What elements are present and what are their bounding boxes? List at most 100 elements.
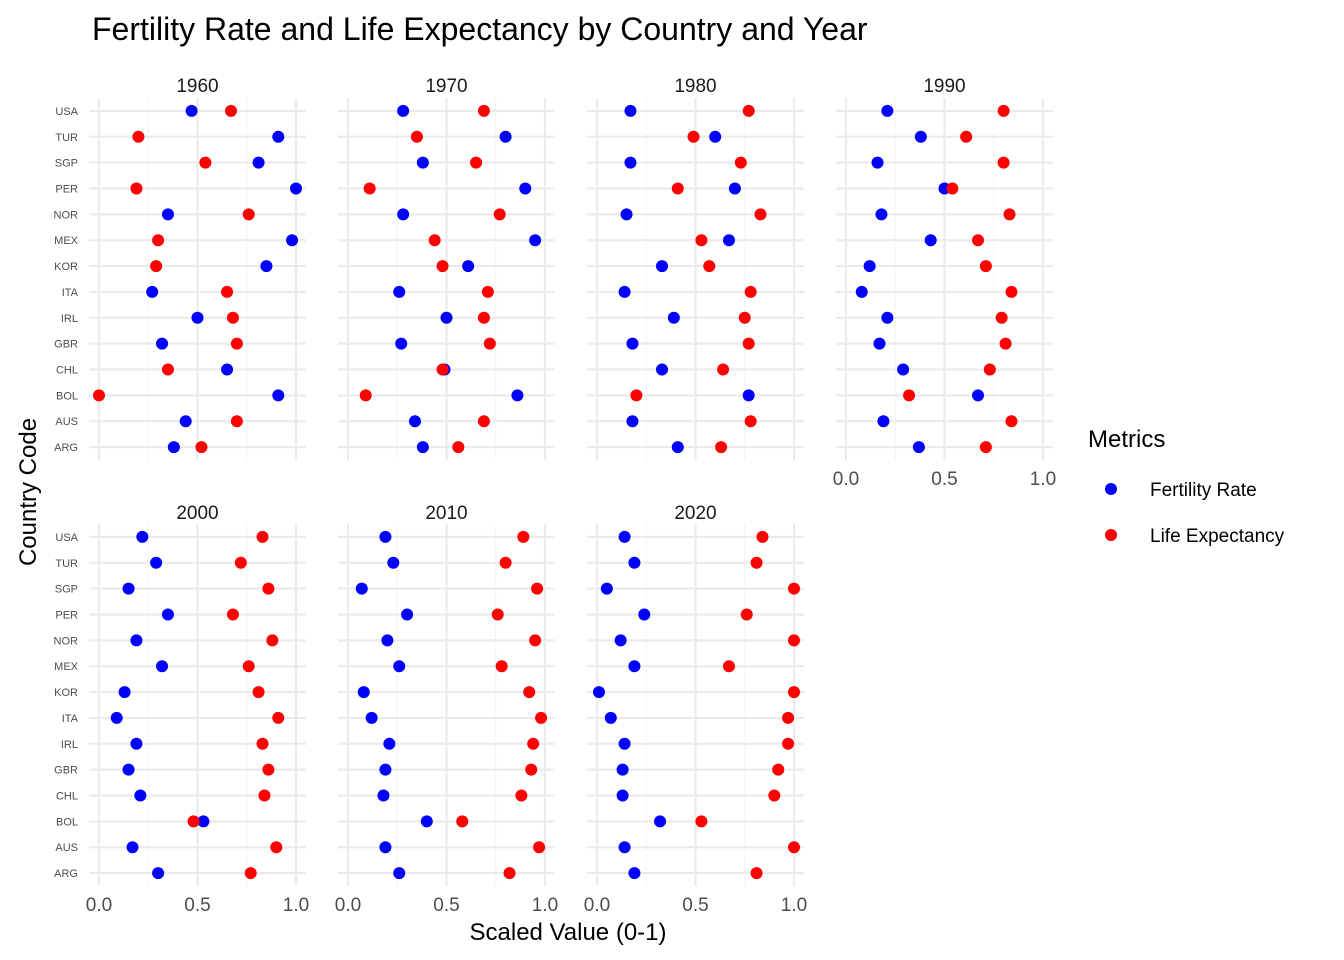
point-life-expectancy-1970-NOR bbox=[493, 208, 506, 221]
point-life-expectancy-2010-SGP bbox=[531, 582, 544, 595]
point-fertility-2020-CHL bbox=[616, 789, 629, 802]
y-tick-label: AUS bbox=[55, 416, 78, 428]
point-life-expectancy-2010-BOL bbox=[456, 815, 469, 828]
point-fertility-1970-IRL bbox=[440, 311, 453, 324]
y-tick-label: NOR bbox=[54, 635, 79, 647]
point-life-expectancy-1980-AUS bbox=[744, 415, 757, 428]
y-tick-label: BOL bbox=[56, 390, 78, 402]
point-life-expectancy-1990-AUS bbox=[1005, 415, 1018, 428]
point-fertility-1980-ITA bbox=[618, 285, 631, 298]
y-tick-label: GBR bbox=[54, 339, 78, 351]
point-fertility-2010-USA bbox=[379, 530, 392, 543]
point-life-expectancy-1960-TUR bbox=[132, 130, 145, 143]
point-fertility-1980-NOR bbox=[620, 208, 633, 221]
facet-panel-2020: 2020 0.0 0.5 1.0 bbox=[584, 503, 807, 916]
point-fertility-2000-MEX bbox=[156, 660, 169, 673]
point-life-expectancy-1970-ITA bbox=[481, 285, 494, 298]
point-life-expectancy-2010-KOR bbox=[523, 686, 536, 699]
point-life-expectancy-1990-MEX bbox=[971, 234, 984, 247]
point-fertility-1960-PER bbox=[290, 182, 302, 195]
point-life-expectancy-1990-CHL bbox=[983, 363, 996, 376]
facet-strip-label: 1980 bbox=[674, 76, 716, 97]
x-tick-label: 0.0 bbox=[833, 469, 859, 490]
y-tick-label: PER bbox=[55, 184, 78, 196]
point-life-expectancy-2010-TUR bbox=[499, 556, 512, 569]
point-fertility-2010-GBR bbox=[379, 763, 392, 776]
point-fertility-1990-CHL bbox=[897, 363, 910, 376]
point-fertility-1960-NOR bbox=[161, 208, 174, 221]
point-life-expectancy-1970-IRL bbox=[477, 311, 490, 324]
point-fertility-1960-IRL bbox=[191, 311, 204, 324]
point-life-expectancy-1980-SGP bbox=[734, 156, 747, 169]
y-tick-label: BOL bbox=[56, 816, 78, 828]
legend-title: Metrics bbox=[1088, 426, 1165, 453]
point-fertility-2000-NOR bbox=[130, 634, 143, 647]
point-life-expectancy-2000-ITA bbox=[272, 711, 285, 724]
point-life-expectancy-1960-NOR bbox=[242, 208, 255, 221]
point-fertility-2010-IRL bbox=[383, 737, 396, 750]
point-life-expectancy-2010-NOR bbox=[529, 634, 542, 647]
point-life-expectancy-1980-USA bbox=[742, 104, 755, 117]
y-tick-label: KOR bbox=[54, 687, 78, 699]
facet-strip-label: 2020 bbox=[674, 503, 716, 524]
y-tick-label: MEX bbox=[54, 661, 79, 673]
facet-panel-2010: 2010 0.0 0.5 1.0 bbox=[335, 503, 558, 916]
point-life-expectancy-2000-PER bbox=[226, 608, 239, 621]
point-life-expectancy-2010-USA bbox=[517, 530, 530, 543]
point-life-expectancy-1960-USA bbox=[224, 104, 237, 117]
point-fertility-2010-NOR bbox=[381, 634, 394, 647]
point-fertility-1990-ITA bbox=[855, 285, 868, 298]
point-fertility-1960-CHL bbox=[221, 363, 234, 376]
point-life-expectancy-1980-BOL bbox=[630, 389, 643, 402]
x-axis-title: Scaled Value (0-1) bbox=[470, 919, 667, 946]
point-fertility-2020-PER bbox=[638, 608, 651, 621]
y-tick-label: SGP bbox=[55, 158, 78, 170]
point-life-expectancy-1960-KOR bbox=[150, 260, 163, 273]
point-fertility-1980-CHL bbox=[656, 363, 669, 376]
y-tick-label: CHL bbox=[56, 365, 78, 377]
point-fertility-2000-USA bbox=[136, 530, 149, 543]
point-life-expectancy-1980-TUR bbox=[687, 130, 700, 143]
facet-panel-1960: 1960 ARG AUS BOL CHL GBR IRL ITA KOR MEX NOR PER SGP… bbox=[54, 76, 306, 460]
y-tick-label: AUS bbox=[55, 842, 78, 854]
y-tick-label: TUR bbox=[55, 558, 78, 570]
x-tick-label: 1.0 bbox=[781, 895, 807, 916]
point-fertility-2020-KOR bbox=[592, 686, 605, 699]
point-life-expectancy-1990-USA bbox=[997, 104, 1010, 117]
legend-key-life-expectancy bbox=[1105, 529, 1117, 541]
point-life-expectancy-1970-MEX bbox=[428, 234, 441, 247]
point-life-expectancy-1970-KOR bbox=[436, 260, 449, 273]
point-fertility-1970-PER bbox=[519, 182, 532, 195]
point-life-expectancy-1980-CHL bbox=[717, 363, 730, 376]
point-life-expectancy-1980-KOR bbox=[703, 260, 716, 273]
facet-panel-2000: 2000 ARG AUS BOL CHL GBR IRL ITA KOR MEX NOR PER SGP… bbox=[54, 503, 310, 916]
point-fertility-1980-TUR bbox=[709, 130, 722, 143]
chart-title: Fertility Rate and Life Expectancy by Co… bbox=[92, 11, 868, 47]
point-life-expectancy-2020-PER bbox=[740, 608, 753, 621]
point-fertility-2000-ITA bbox=[110, 711, 123, 724]
point-fertility-2010-AUS bbox=[379, 841, 392, 854]
point-fertility-2000-ARG bbox=[152, 867, 165, 880]
y-tick-label: KOR bbox=[54, 261, 78, 273]
point-life-expectancy-2000-KOR bbox=[252, 686, 265, 699]
point-fertility-1980-AUS bbox=[626, 415, 639, 428]
point-life-expectancy-1990-ITA bbox=[1005, 285, 1018, 298]
point-life-expectancy-1970-TUR bbox=[410, 130, 423, 143]
point-life-expectancy-2010-ITA bbox=[535, 711, 548, 724]
point-fertility-2020-NOR bbox=[614, 634, 627, 647]
point-life-expectancy-1960-MEX bbox=[152, 234, 165, 247]
point-life-expectancy-2020-MEX bbox=[722, 660, 735, 673]
point-fertility-1990-NOR bbox=[875, 208, 888, 221]
point-life-expectancy-2020-BOL bbox=[695, 815, 708, 828]
point-fertility-1970-KOR bbox=[462, 260, 475, 273]
point-fertility-2020-ARG bbox=[628, 867, 641, 880]
point-life-expectancy-1980-GBR bbox=[742, 337, 755, 350]
y-tick-label: IRL bbox=[61, 313, 78, 325]
point-fertility-2010-ARG bbox=[393, 867, 406, 880]
point-life-expectancy-1990-PER bbox=[946, 182, 959, 195]
point-life-expectancy-2010-MEX bbox=[495, 660, 508, 673]
x-tick-label: 1.0 bbox=[283, 895, 309, 916]
point-fertility-2010-KOR bbox=[357, 686, 370, 699]
point-fertility-2000-SGP bbox=[122, 582, 135, 595]
